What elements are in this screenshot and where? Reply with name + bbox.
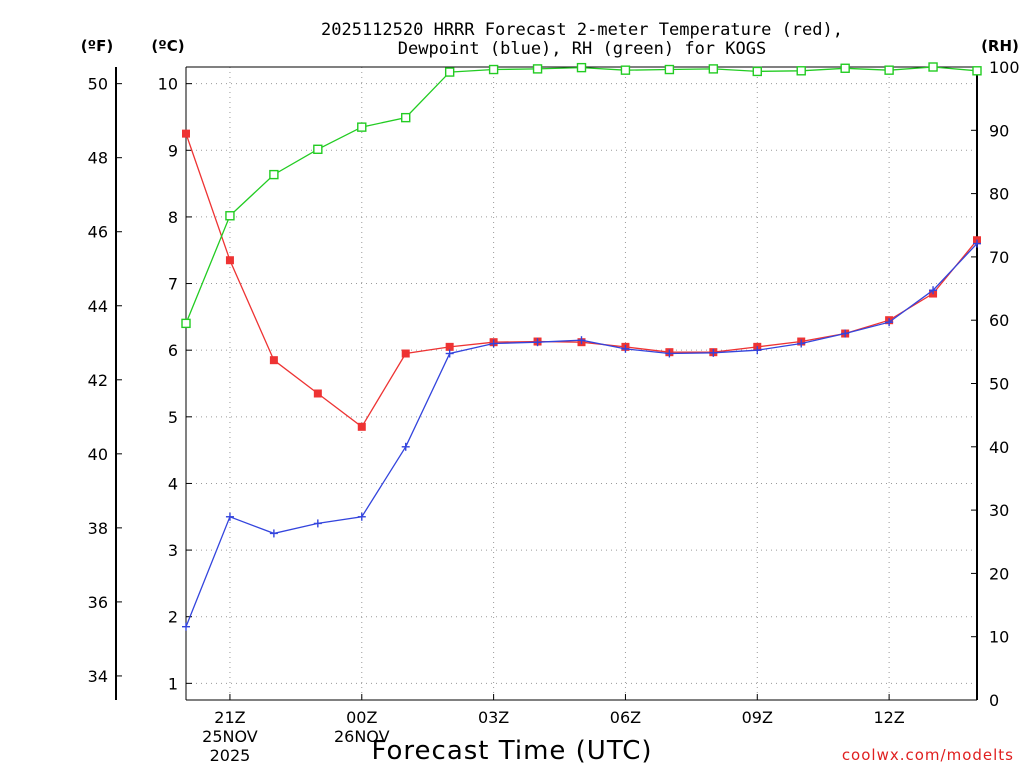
dewpoint-point — [753, 346, 762, 355]
x-tick-label: 21Z — [214, 708, 245, 727]
rh-point — [225, 211, 235, 221]
fahrenheit-tick-label: 38 — [88, 519, 108, 538]
rh-point — [708, 64, 719, 74]
dewpoint-point — [577, 336, 586, 345]
fahrenheit-tick-label: 40 — [88, 445, 108, 464]
fahrenheit-tick-label: 44 — [88, 297, 108, 316]
rh-tick-label: 50 — [989, 375, 1009, 394]
rh-tick-label: 100 — [989, 58, 1020, 77]
x-tick-date: 25NOV — [202, 727, 258, 746]
rh-point — [620, 65, 631, 75]
temperature-point — [182, 129, 190, 138]
dewpoint-point — [313, 519, 322, 528]
fahrenheit-tick-label: 50 — [88, 75, 108, 94]
x-tick-label: 00Z — [346, 708, 377, 727]
rh-point — [488, 64, 499, 75]
dewpoint-point — [401, 442, 410, 451]
dewpoint-point — [973, 239, 981, 248]
rh-point — [532, 64, 543, 74]
rh-tick-label: 40 — [989, 438, 1009, 457]
fahrenheit-tick-label: 36 — [88, 593, 108, 612]
celsius-tick-label: 8 — [168, 208, 178, 227]
temperature-point — [225, 256, 234, 265]
dewpoint-point — [357, 512, 366, 521]
rh-point — [752, 66, 762, 77]
chart-title-line2: Dewpoint (blue), RH (green) for KOGS — [398, 39, 766, 59]
rh-point — [269, 169, 279, 180]
rh-tick-label: 80 — [989, 185, 1009, 204]
temperature-point — [357, 422, 366, 431]
celsius-tick-label: 7 — [168, 275, 178, 294]
temperature-point — [445, 342, 454, 351]
dewpoint-point — [665, 349, 674, 358]
celsius-tick-label: 6 — [168, 341, 178, 360]
rh-tick-label: 0 — [989, 691, 999, 710]
temperature-point — [269, 356, 278, 365]
celsius-tick-label: 10 — [158, 75, 178, 94]
rh-point — [972, 66, 982, 76]
dewpoint-point — [225, 512, 234, 521]
rh-tick-label: 90 — [989, 121, 1009, 140]
rh-tick-label: 70 — [989, 248, 1009, 267]
rh-point — [313, 144, 323, 154]
dewpoint-point — [621, 344, 630, 353]
celsius-tick-label: 5 — [168, 408, 178, 427]
rh-tick-label: 30 — [989, 501, 1009, 520]
x-tick-label: 06Z — [610, 708, 641, 727]
rh-tick-label: 10 — [989, 628, 1009, 647]
dewpoint-point — [797, 339, 806, 348]
celsius-tick-label: 1 — [168, 674, 178, 693]
dewpoint-point — [489, 339, 498, 348]
rh-tick-label: 20 — [989, 564, 1009, 583]
rh-point — [576, 62, 587, 73]
x-tick-year: 2025 — [210, 746, 251, 765]
gridlines — [186, 67, 977, 700]
dewpoint-point — [929, 286, 938, 295]
dewpoint-point — [841, 329, 850, 338]
x-tick-label: 09Z — [742, 708, 773, 727]
celsius-tick-label: 3 — [168, 541, 178, 560]
celsius-tick-label: 4 — [168, 474, 178, 493]
fahrenheit-tick-label: 42 — [88, 371, 108, 390]
celsius-tick-label: 2 — [168, 608, 178, 627]
temperature-point — [313, 389, 322, 398]
x-axis-label: Forecast Time (UTC) — [371, 736, 652, 766]
rh-line — [185, 66, 978, 324]
x-tick-date: 26NOV — [334, 727, 390, 746]
dewpoint-line — [185, 243, 978, 627]
dewpoint-point — [533, 338, 542, 347]
dewpoint-point — [182, 622, 190, 631]
rh-point — [664, 64, 675, 75]
temperature-point — [401, 349, 410, 358]
rh-tick-label: 60 — [989, 311, 1009, 330]
axes: 3436384042444648501234567891001020304050… — [88, 58, 1020, 765]
fahrenheit-tick-label: 48 — [88, 149, 108, 168]
fahrenheit-tick-label: 46 — [88, 223, 108, 242]
fahrenheit-tick-label: 34 — [88, 667, 108, 686]
dewpoint-point — [885, 318, 894, 327]
fahrenheit-unit-label: (ºF) — [81, 37, 113, 55]
celsius-unit-label: (ºC) — [151, 37, 184, 55]
rh-point — [796, 66, 806, 76]
x-tick-label: 12Z — [873, 708, 904, 727]
dewpoint-point — [709, 348, 718, 357]
rh-point — [401, 112, 411, 123]
temperature-line — [185, 133, 978, 428]
rh-point — [181, 318, 191, 329]
rh-point — [444, 67, 455, 77]
rh-unit-label: (RH) — [981, 37, 1019, 55]
rh-point — [840, 63, 850, 73]
data-series — [181, 62, 982, 631]
celsius-tick-label: 9 — [168, 141, 178, 160]
rh-point — [357, 122, 367, 132]
dewpoint-point — [445, 349, 454, 358]
x-tick-label: 03Z — [478, 708, 509, 727]
chart-title-line1: 2025112520 HRRR Forecast 2-meter Tempera… — [321, 20, 843, 40]
rh-point — [928, 62, 938, 72]
rh-point — [884, 65, 894, 75]
dewpoint-point — [269, 529, 278, 538]
site-credit: coolwx.com/modelts — [842, 746, 1014, 764]
